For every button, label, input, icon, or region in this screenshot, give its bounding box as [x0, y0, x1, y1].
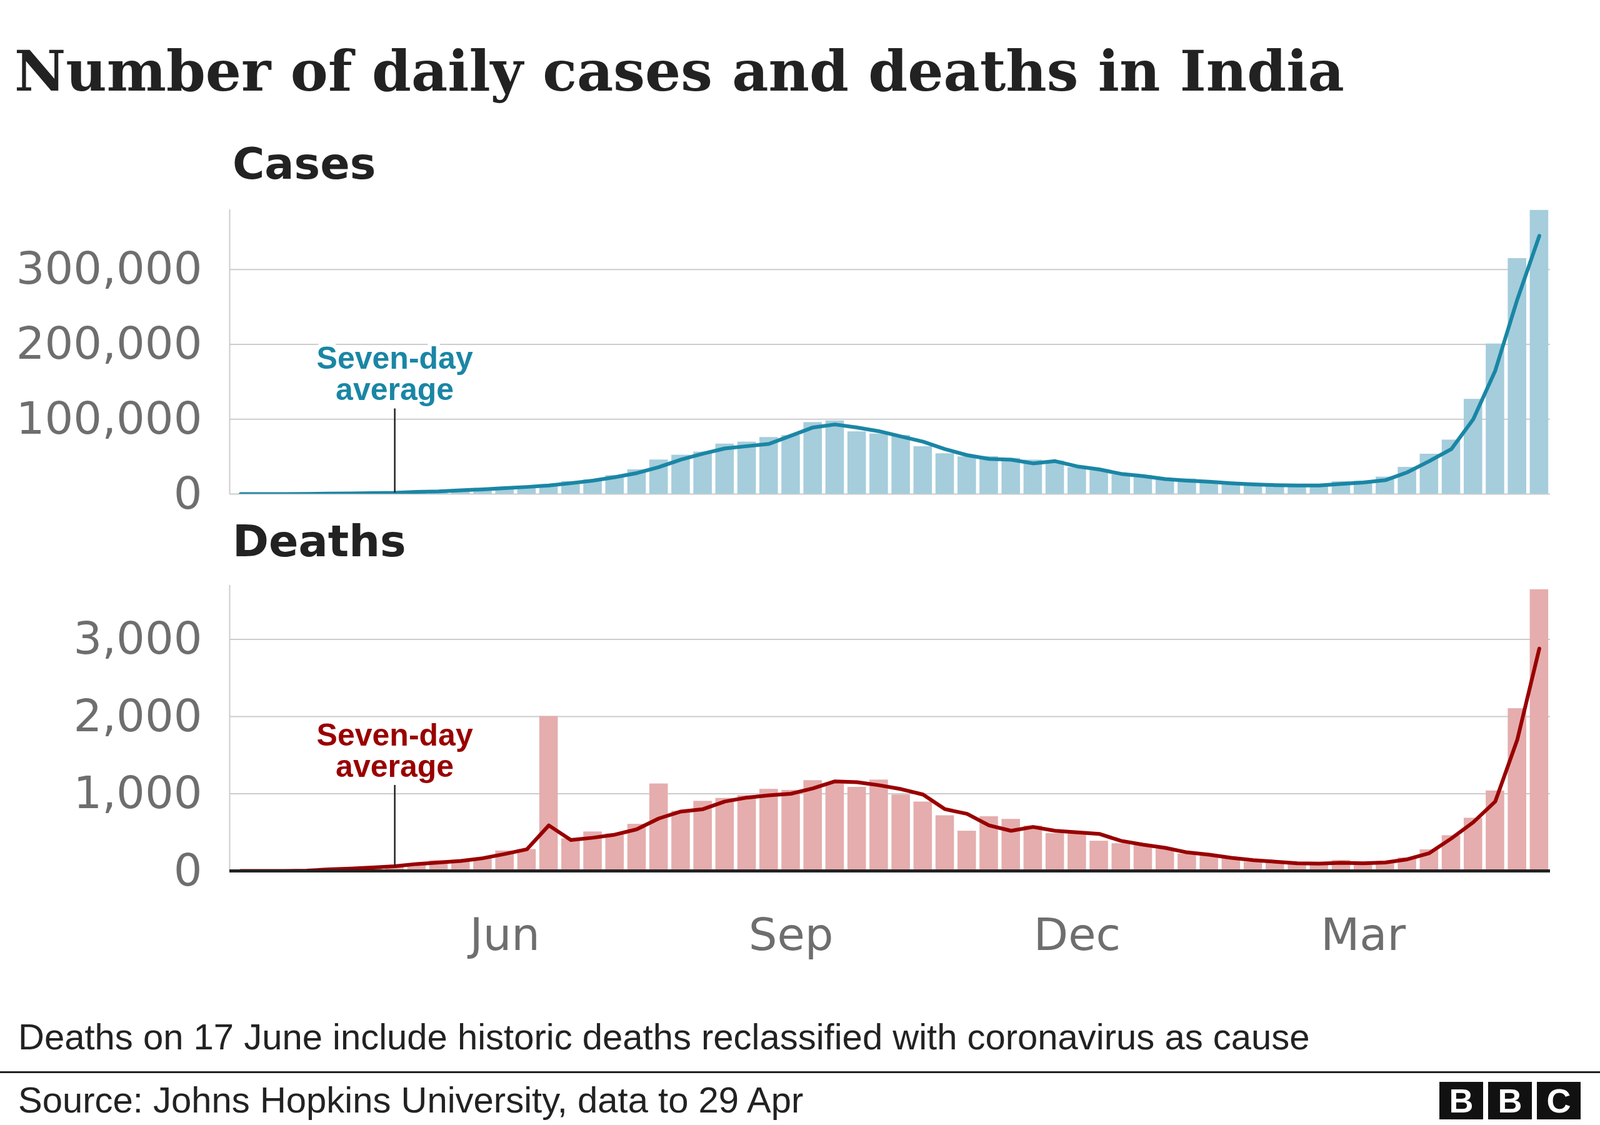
svg-text:200,000: 200,000: [16, 316, 203, 370]
svg-text:Sep: Sep: [748, 908, 834, 961]
svg-text:100,000: 100,000: [16, 391, 203, 445]
html-text:Source: Johns Hopkins Universi: Source: Johns Hopkins University, data t…: [18, 1079, 804, 1120]
svg-text:1,000: 1,000: [73, 766, 202, 819]
svg-text:Mar: Mar: [1320, 908, 1406, 961]
html-text:Cases: Cases: [232, 138, 376, 190]
html-text:Deaths on 17 June include hist: Deaths on 17 June include historic death…: [18, 1016, 1310, 1057]
svg-text:3,000: 3,000: [73, 611, 202, 665]
html-text:Deaths: Deaths: [232, 515, 407, 567]
svg-text:0: 0: [173, 843, 203, 897]
svg-text:300,000: 300,000: [16, 241, 203, 295]
svg-text:2,000: 2,000: [73, 689, 202, 742]
svg-text:0: 0: [173, 466, 203, 520]
html-text:B: B: [1497, 1081, 1523, 1120]
svg-text:Seven-dayaverage: Seven-dayaverage: [316, 717, 474, 784]
html-text:B: B: [1449, 1081, 1474, 1120]
html-text:Number of daily cases and deat: Number of daily cases and deaths in Indi…: [14, 37, 1345, 104]
svg-text:Dec: Dec: [1033, 908, 1121, 961]
svg-text:Jun: Jun: [466, 908, 540, 961]
svg-text:Seven-dayaverage: Seven-dayaverage: [316, 340, 474, 407]
html-text:C: C: [1546, 1081, 1571, 1120]
